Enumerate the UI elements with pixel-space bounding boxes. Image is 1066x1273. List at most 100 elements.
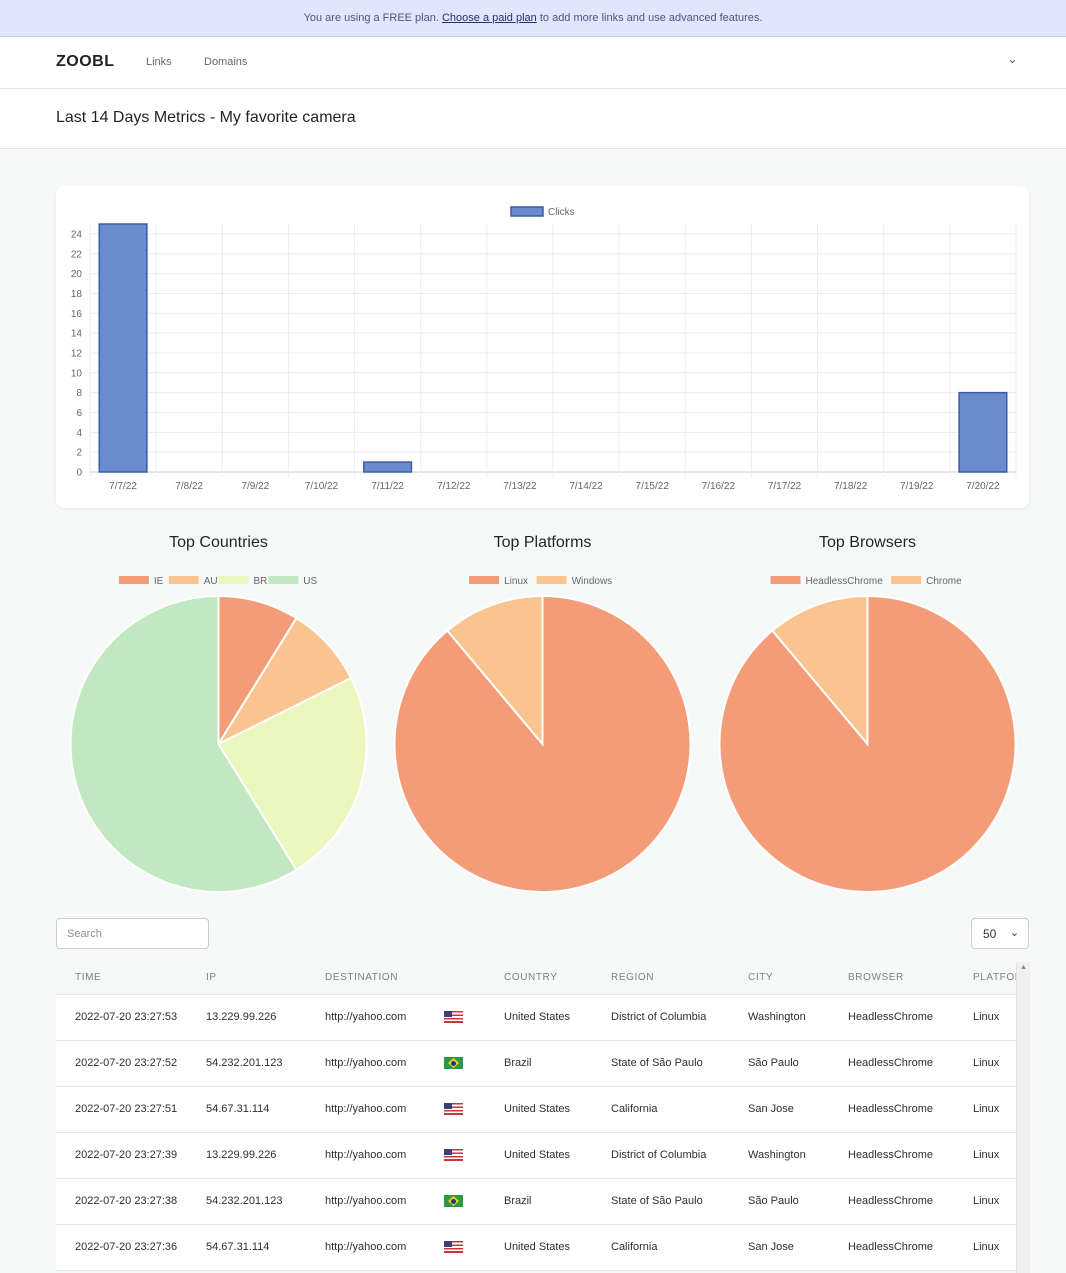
cell-region: District of Columbia bbox=[611, 994, 748, 1041]
col-time[interactable]: TIME bbox=[56, 962, 206, 995]
top-browsers-title: Top Browsers bbox=[819, 534, 916, 551]
legend-label-chrome: Chrome bbox=[926, 576, 962, 587]
col-region[interactable]: REGION bbox=[611, 962, 748, 995]
cell-ip: 54.232.201.123 bbox=[206, 1040, 325, 1087]
top-countries-pie: IE AU BR US bbox=[69, 576, 368, 893]
y-tick-label: 0 bbox=[76, 468, 82, 479]
us-flag-icon bbox=[444, 1103, 463, 1116]
legend-swatch-chrome bbox=[891, 576, 922, 584]
nav-domains[interactable]: Domains bbox=[204, 56, 248, 68]
table-scrollbar[interactable]: ▲ bbox=[1016, 962, 1030, 1273]
scroll-up-icon[interactable]: ▲ bbox=[1020, 964, 1027, 971]
cell-platform: Linux bbox=[973, 1132, 1016, 1179]
cell-ip: 13.229.99.226 bbox=[206, 1132, 325, 1179]
legend-label-br: BR bbox=[254, 576, 268, 587]
cell-city: São Paulo bbox=[748, 1040, 848, 1087]
legend-swatch-ie bbox=[118, 576, 149, 584]
brand-logo[interactable]: ZOOBL bbox=[56, 53, 115, 70]
search-input[interactable] bbox=[56, 918, 209, 949]
legend-swatch-clicks bbox=[510, 206, 544, 217]
cell-browser: HeadlessChrome bbox=[848, 1224, 973, 1271]
cell-time: 2022-07-20 23:27:51 bbox=[56, 1086, 206, 1133]
cell-destination: http://yahoo.com bbox=[325, 994, 444, 1041]
col-country[interactable]: COUNTRY bbox=[504, 962, 611, 995]
x-tick-label: 7/8/22 bbox=[175, 481, 203, 492]
bar-7/7/22 bbox=[98, 223, 148, 473]
table-row[interactable]: 2022-07-20 23:27:53 13.229.99.226 http://y… bbox=[56, 994, 1016, 1041]
x-tick-label: 7/16/22 bbox=[702, 481, 736, 492]
chevron-down-icon: ⌄ bbox=[1010, 927, 1020, 939]
cell-browser: HeadlessChrome bbox=[848, 1086, 973, 1133]
table-row[interactable]: 2022-07-20 23:27:38 54.232.201.123 http://… bbox=[56, 1178, 1016, 1225]
x-tick-label: 7/9/22 bbox=[241, 481, 269, 492]
pie-slice-chrome bbox=[770, 594, 869, 747]
y-tick-label: 2 bbox=[76, 448, 82, 459]
y-tick-label: 12 bbox=[71, 348, 83, 359]
col-ip[interactable]: IP bbox=[206, 962, 325, 995]
page-size-select[interactable]: 50 ⌄ bbox=[971, 918, 1029, 949]
cell-region: District of Columbia bbox=[611, 1132, 748, 1179]
cell-city: Washington bbox=[748, 1132, 848, 1179]
cell-flag bbox=[444, 1132, 504, 1179]
table-row[interactable]: 2022-07-20 23:27:51 54.67.31.114 http://ya… bbox=[56, 1086, 1016, 1133]
cell-ip: 54.232.201.123 bbox=[206, 1178, 325, 1225]
cell-country: United States bbox=[504, 994, 611, 1041]
cell-browser: HeadlessChrome bbox=[848, 1040, 973, 1087]
cell-destination: http://yahoo.com bbox=[325, 1224, 444, 1271]
pie-slice-au bbox=[215, 616, 353, 747]
page-size-value: 50 bbox=[983, 927, 997, 941]
cell-city: São Paulo bbox=[748, 1178, 848, 1225]
cell-ip: 54.67.31.114 bbox=[206, 1224, 325, 1271]
nav-links[interactable]: Links bbox=[146, 56, 172, 68]
col-browser[interactable]: BROWSER bbox=[848, 962, 973, 995]
top-platforms-pie: Linux Windows bbox=[393, 576, 692, 893]
x-tick-label: 7/18/22 bbox=[834, 481, 868, 492]
choose-paid-plan-link[interactable]: Choose a paid plan bbox=[441, 12, 537, 24]
x-tick-label: 7/17/22 bbox=[768, 481, 802, 492]
clicks-table-container[interactable]: TIME IP DESTINATION COUNTRY REGION CITY … bbox=[56, 962, 1030, 1273]
table-row[interactable]: 2022-07-20 23:27:36 54.67.31.114 http://ya… bbox=[56, 1224, 1016, 1271]
y-tick-label: 22 bbox=[71, 249, 83, 260]
cell-flag bbox=[444, 1040, 504, 1087]
cell-destination: http://yahoo.com bbox=[325, 1132, 444, 1179]
chevron-down-icon[interactable]: ⌄ bbox=[1007, 51, 1018, 66]
cell-country: United States bbox=[504, 1224, 611, 1271]
legend-swatch-au bbox=[168, 576, 199, 584]
table-row[interactable]: 2022-07-20 23:27:39 13.229.99.226 http://y… bbox=[56, 1132, 1016, 1179]
bar-7/11/22 bbox=[363, 461, 413, 473]
cell-destination: http://yahoo.com bbox=[325, 1178, 444, 1225]
col-city[interactable]: CITY bbox=[748, 962, 848, 995]
brazil-flag-icon bbox=[444, 1195, 463, 1208]
top-platforms-block: Top Platforms Linux Windows bbox=[380, 530, 705, 900]
x-tick-label: 7/19/22 bbox=[900, 481, 934, 492]
cell-country: United States bbox=[504, 1132, 611, 1179]
x-tick-label: 7/11/22 bbox=[371, 481, 404, 492]
legend-label-clicks: Clicks bbox=[548, 207, 575, 218]
top-countries-block: Top Countries IE AU BR US bbox=[56, 530, 381, 900]
legend-label-us: US bbox=[303, 576, 317, 587]
banner-text: You are using a FREE plan. bbox=[303, 12, 439, 24]
col-destination[interactable]: DESTINATION bbox=[325, 962, 444, 995]
y-tick-label: 20 bbox=[71, 269, 83, 280]
table-row[interactable]: 2022-07-20 23:27:52 54.232.201.123 http://… bbox=[56, 1040, 1016, 1087]
legend-swatch-linux bbox=[469, 576, 500, 584]
bar-7/20/22 bbox=[958, 391, 1008, 473]
clicks-table: TIME IP DESTINATION COUNTRY REGION CITY … bbox=[56, 962, 1016, 1271]
cell-destination: http://yahoo.com bbox=[325, 1086, 444, 1133]
cell-region: State of São Paulo bbox=[611, 1178, 748, 1225]
pie-slice-windows bbox=[445, 594, 544, 747]
cell-time: 2022-07-20 23:27:52 bbox=[56, 1040, 206, 1087]
y-tick-label: 14 bbox=[71, 329, 83, 340]
y-tick-label: 24 bbox=[71, 229, 83, 240]
x-tick-label: 7/13/22 bbox=[503, 481, 537, 492]
cell-time: 2022-07-20 23:27:36 bbox=[56, 1224, 206, 1271]
legend-label-au: AU bbox=[204, 576, 218, 587]
legend-swatch-us bbox=[268, 576, 299, 584]
y-tick-label: 8 bbox=[76, 388, 82, 399]
brazil-flag-icon bbox=[444, 1057, 463, 1070]
col-platform[interactable]: PLATFORM bbox=[973, 962, 1016, 995]
y-tick-label: 16 bbox=[71, 309, 83, 320]
top-platforms-title: Top Platforms bbox=[493, 534, 592, 551]
legend-swatch-br bbox=[218, 576, 249, 584]
